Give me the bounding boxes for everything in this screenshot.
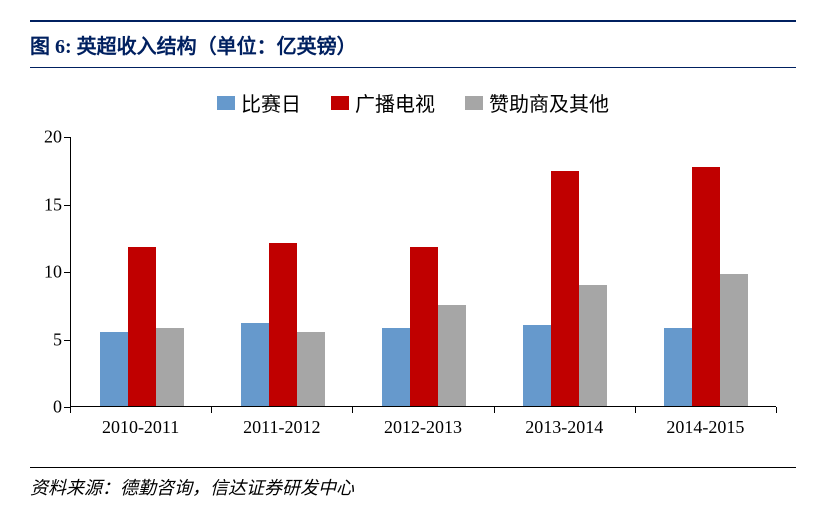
x-tick-label: 2012-2013: [352, 407, 493, 437]
plot-area: [70, 137, 776, 407]
bar: [382, 328, 410, 406]
bar: [438, 305, 466, 406]
source-row: 资料来源：德勤咨询，信达证券研发中心: [30, 467, 796, 500]
bar: [269, 243, 297, 406]
chart-legend: 比赛日 广播电视 赞助商及其他: [30, 88, 796, 117]
bar-group: [353, 137, 494, 406]
figure-title-row: 图 6: 英超收入结构（单位：亿英镑）: [30, 20, 796, 68]
bar-group: [494, 137, 635, 406]
bar: [720, 274, 748, 406]
bar: [100, 332, 128, 406]
figure-title: 图 6: 英超收入结构（单位：亿英镑）: [30, 36, 357, 58]
y-tick-label: 10: [44, 262, 62, 283]
x-tick-label: 2013-2014: [494, 407, 635, 437]
y-tick-label: 20: [44, 127, 62, 148]
bar: [297, 332, 325, 406]
y-tick-label: 5: [53, 329, 62, 350]
x-tick-mark: [776, 407, 777, 413]
bar: [241, 323, 269, 406]
legend-item: 比赛日: [217, 88, 301, 117]
legend-swatch: [465, 96, 483, 110]
bar: [664, 328, 692, 406]
legend-item: 广播电视: [331, 88, 435, 117]
legend-swatch: [331, 96, 349, 110]
bar-group: [212, 137, 353, 406]
x-tick-mark: [494, 407, 495, 413]
x-tick-mark: [70, 407, 71, 413]
y-tick-label: 15: [44, 194, 62, 215]
x-tick-label: 2014-2015: [635, 407, 776, 437]
figure-container: 图 6: 英超收入结构（单位：亿英镑） 比赛日广播电视赞助商及其他 051015…: [0, 0, 826, 528]
bar: [692, 167, 720, 406]
legend-label: 赞助商及其他: [489, 88, 609, 117]
x-tick-mark: [352, 407, 353, 413]
x-tick-label: 2011-2012: [211, 407, 352, 437]
legend-label: 广播电视: [355, 88, 435, 117]
bar: [579, 285, 607, 406]
bar: [410, 247, 438, 406]
y-axis: 05101520: [30, 137, 70, 407]
bar: [156, 328, 184, 406]
bar-groups: [71, 137, 776, 406]
x-tick-label: 2010-2011: [70, 407, 211, 437]
bar: [128, 247, 156, 406]
bar-group: [71, 137, 212, 406]
y-tick-label: 0: [53, 397, 62, 418]
x-axis-labels: 2010-20112011-20122012-20132013-20142014…: [70, 407, 776, 437]
chart-area: 05101520 2010-20112011-20122012-20132013…: [70, 137, 776, 437]
x-tick-mark: [635, 407, 636, 413]
bar: [551, 171, 579, 406]
legend-label: 比赛日: [241, 88, 301, 117]
bar-group: [635, 137, 776, 406]
legend-item: 赞助商及其他: [465, 88, 609, 117]
x-tick-mark: [211, 407, 212, 413]
source-text: 资料来源：德勤咨询，信达证券研发中心: [30, 478, 354, 498]
bar: [523, 325, 551, 406]
legend-swatch: [217, 96, 235, 110]
